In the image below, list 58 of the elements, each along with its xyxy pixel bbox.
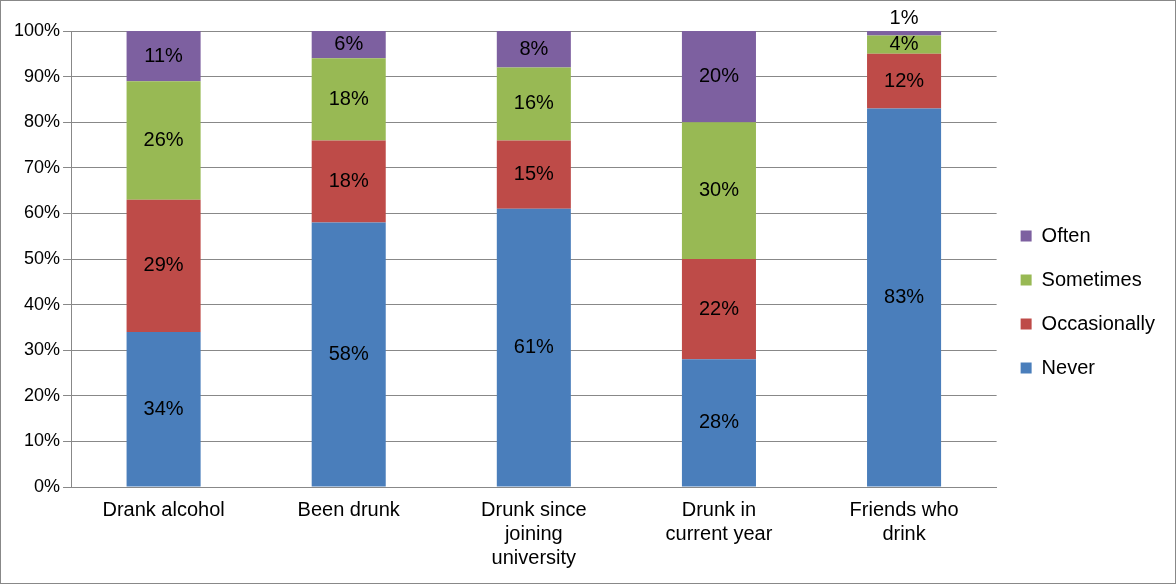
bar (126, 81, 201, 200)
bar (867, 31, 942, 36)
data-label: 15% (513, 162, 555, 185)
y-tick-label: 80% (24, 111, 61, 132)
data-label: 20% (698, 64, 740, 87)
bar (681, 259, 756, 360)
bar (867, 108, 942, 487)
y-tick-label: 10% (24, 430, 61, 451)
data-label: 6% (334, 32, 364, 55)
bar (311, 58, 386, 141)
y-tick-label: 0% (34, 475, 61, 496)
data-label: 18% (328, 169, 369, 191)
data-label: 58% (328, 342, 369, 365)
data-label: 22% (698, 296, 740, 319)
y-tick-label: 90% (24, 65, 61, 86)
data-label: 18% (328, 86, 369, 109)
y-tick-label: 30% (24, 339, 61, 360)
data-label: 4% (889, 32, 919, 55)
y-tick-label: 50% (24, 247, 61, 268)
data-label: 34% (143, 396, 184, 419)
legend-label: Never (1041, 355, 1096, 378)
data-label: 12% (884, 68, 925, 91)
bar (681, 122, 756, 259)
bar (311, 140, 386, 223)
data-label: 16% (513, 91, 555, 114)
x-tick-label: Drunk in current year (665, 497, 773, 544)
y-tick-label: 70% (24, 156, 61, 177)
bar (681, 359, 756, 487)
data-label: 61% (513, 335, 555, 358)
y-tick-label: 40% (24, 293, 61, 314)
data-label: 30% (698, 178, 740, 201)
bar (126, 331, 201, 487)
data-label: 11% (144, 43, 184, 66)
data-label: 8% (519, 36, 549, 59)
y-tick-label: 20% (24, 384, 61, 405)
bar (681, 31, 756, 123)
bar (311, 222, 386, 487)
bar (126, 31, 201, 82)
data-label: 1% (889, 5, 919, 28)
bar (867, 53, 942, 109)
data-label: 26% (143, 127, 184, 150)
x-tick-label: Drank alcohol (102, 497, 225, 520)
bar (496, 67, 571, 141)
data-label: 28% (698, 410, 740, 433)
legend-label: Often (1041, 223, 1091, 246)
legend-label: Occasionally (1041, 311, 1156, 334)
data-label: 29% (143, 253, 184, 276)
bar (496, 31, 571, 68)
x-tick-label: Been drunk (297, 497, 401, 520)
bar (496, 208, 571, 487)
bar (496, 140, 571, 209)
y-tick-label: 100% (13, 19, 61, 40)
x-tick-label: Drunk since joining university (481, 497, 587, 568)
x-tick-label: Friends who drink (849, 497, 959, 544)
data-label: 83% (884, 285, 925, 308)
y-tick-label: 60% (24, 202, 61, 223)
bar (126, 199, 201, 332)
legend-label: Sometimes (1041, 267, 1142, 290)
